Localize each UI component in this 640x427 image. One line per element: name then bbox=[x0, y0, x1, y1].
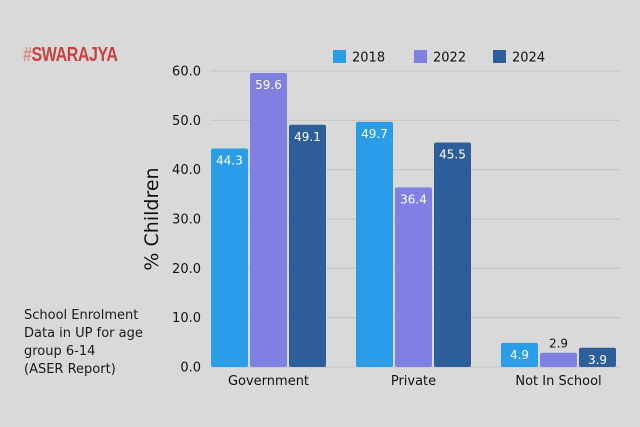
bar-2018 bbox=[211, 148, 248, 367]
x-tick-label: Private bbox=[391, 374, 436, 389]
y-tick-label: 40.0 bbox=[172, 163, 201, 178]
data-label: 44.3 bbox=[216, 153, 243, 167]
y-tick-label: 0.0 bbox=[180, 361, 201, 376]
data-label: 36.4 bbox=[400, 192, 427, 206]
y-tick-label: 30.0 bbox=[172, 213, 201, 228]
legend-swatch-2024 bbox=[493, 50, 506, 63]
bar-2024 bbox=[579, 347, 616, 367]
swarajya-logo: #SWARAJYA bbox=[23, 44, 118, 66]
y-axis-label: % Children bbox=[141, 167, 163, 270]
chart-note: School Enrolment Data in UP for age grou… bbox=[24, 307, 164, 379]
y-tick-label: 10.0 bbox=[172, 311, 201, 326]
y-tick-label: 50.0 bbox=[172, 114, 201, 129]
bar-2022 bbox=[250, 72, 287, 368]
note-line: Data in UP for age bbox=[24, 326, 143, 341]
data-label: 3.9 bbox=[588, 353, 607, 367]
bar-2018 bbox=[501, 342, 538, 367]
note-line: School Enrolment bbox=[24, 308, 139, 323]
data-label: 59.6 bbox=[255, 78, 282, 92]
data-label: 49.7 bbox=[361, 127, 388, 141]
y-tick-label: 60.0 bbox=[172, 65, 201, 80]
bar-2022 bbox=[540, 352, 577, 367]
bar-2022 bbox=[395, 187, 432, 367]
data-label: 45.5 bbox=[439, 148, 466, 162]
x-tick-label: Government bbox=[228, 374, 309, 389]
bar-2018 bbox=[356, 121, 393, 368]
y-tick-label: 20.0 bbox=[172, 262, 201, 277]
legend-label: 2024 bbox=[512, 51, 545, 66]
note-line: group 6-14 bbox=[24, 344, 96, 359]
data-label: 2.9 bbox=[549, 337, 568, 351]
bar-2024 bbox=[434, 142, 471, 367]
note-line: (ASER Report) bbox=[24, 362, 116, 377]
legend-swatch-2022 bbox=[414, 50, 427, 63]
data-label: 4.9 bbox=[510, 348, 529, 362]
legend-label: 2018 bbox=[352, 51, 385, 66]
data-label: 49.1 bbox=[294, 130, 321, 144]
bar-2024 bbox=[289, 124, 326, 367]
legend-label: 2022 bbox=[433, 51, 466, 66]
x-tick-label: Not In School bbox=[515, 374, 601, 389]
legend-swatch-2018 bbox=[333, 50, 346, 63]
